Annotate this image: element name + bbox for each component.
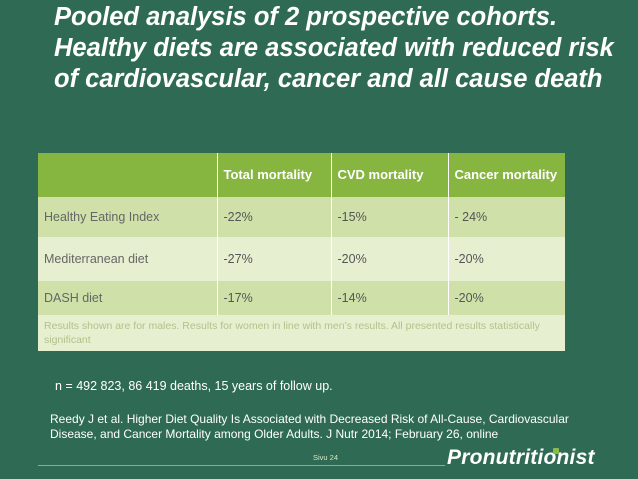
table-row-label: Healthy Eating Index [38,197,218,237]
table-row-label: DASH diet [38,281,218,315]
table-row-label: Mediterranean diet [38,237,218,281]
table-cell: - 24% [448,197,565,237]
table-row: Healthy Eating Index -22% -15% - 24% [38,197,565,237]
brand-logo: Pronutritionist [447,446,595,469]
table-header-cell [38,153,218,197]
table-cell: -22% [217,197,332,237]
followup-text: n = 492 823, 86 419 deaths, 15 years of … [55,379,333,393]
reference-citation: Reedy J et al. Higher Diet Quality Is As… [50,412,569,441]
table-header-row: Total mortality CVD mortality Cancer mor… [38,153,565,197]
table-row: Mediterranean diet -27% -20% -20% [38,237,565,281]
table-header-cell: CVD mortality [331,153,449,197]
table-cell: -17% [217,281,332,315]
footer-divider [38,465,445,466]
table-cell: -20% [448,237,565,281]
page-number: Sivu 24 [313,453,339,462]
table-header-cell: Total mortality [217,153,332,197]
table-cell: -14% [331,281,449,315]
table-cell: -27% [217,237,332,281]
table-cell: -20% [448,281,565,315]
table-note: Results shown are for males. Results for… [38,315,565,351]
mortality-table: Total mortality CVD mortality Cancer mor… [38,153,565,351]
table-header-cell: Cancer mortality [448,153,565,197]
brand-logo-accent-icon [553,448,559,454]
slide-title: Pooled analysis of 2 prospective cohorts… [54,3,614,93]
table-cell: -20% [331,237,449,281]
table-row: DASH diet -17% -14% -20% [38,281,565,315]
table-cell: -15% [331,197,449,237]
table-note-row: Results shown are for males. Results for… [38,315,565,351]
